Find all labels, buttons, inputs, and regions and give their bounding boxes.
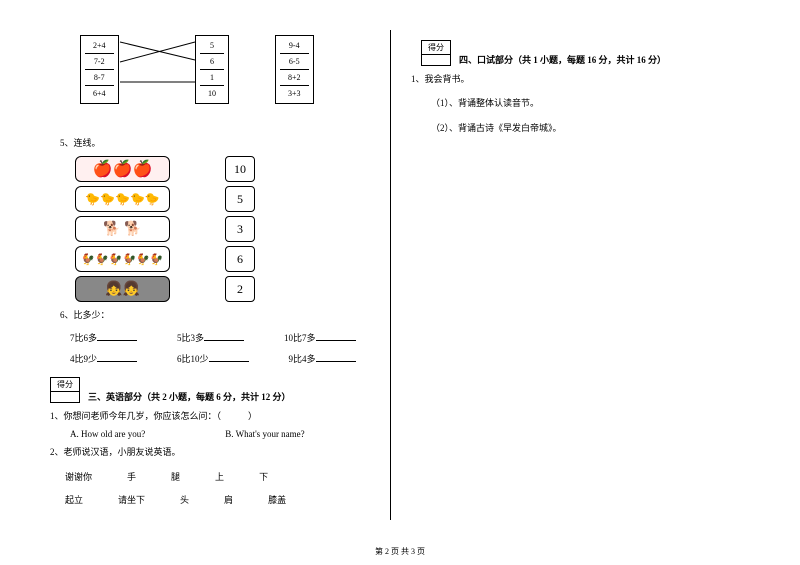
expr-cell: 8+2 (280, 70, 309, 86)
match-col-left: 2+4 7-2 8-7 6+4 (80, 35, 119, 104)
count-number: 6 (225, 246, 255, 272)
img-match-row: 🐕 🐕 3 (75, 216, 380, 242)
expr-cell: 8-7 (85, 70, 114, 86)
word: 腿 (171, 470, 180, 483)
word: 头 (180, 493, 189, 506)
word: 谢谢你 (65, 470, 92, 483)
word: 请坐下 (118, 493, 145, 506)
expr-cell: 7-2 (85, 54, 114, 70)
compare-item: 6比10少 (177, 352, 249, 365)
q6-label: 6、比多少： (60, 308, 380, 322)
count-number: 3 (225, 216, 255, 242)
section3-heading: 三、英语部分（共 2 小题，每题 6 分，共计 12 分） (88, 390, 291, 403)
score-value[interactable] (422, 55, 450, 65)
score-value[interactable] (51, 392, 79, 402)
word: 下 (259, 470, 268, 483)
compare-item: 7比6多 (70, 331, 137, 344)
num-cell: 10 (200, 86, 224, 101)
left-column: 2+4 7-2 8-7 6+4 5 6 1 10 9-4 6-5 8+2 3+3 (40, 30, 390, 520)
expr-cell: 9-4 (280, 38, 309, 54)
match-col-right: 9-4 6-5 8+2 3+3 (275, 35, 314, 104)
img-match-row: 🐓🐓🐓🐓🐓🐓 6 (75, 246, 380, 272)
word: 膝盖 (268, 493, 286, 506)
compare-item: 9比4多 (289, 352, 356, 365)
right-column: 得分 四、口试部分（共 1 小题，每题 16 分，共计 16 分） 1、我会背书… (391, 30, 741, 520)
compare-row: 4比9少 6比10少 9比4多 (70, 352, 380, 365)
img-match-row: 🍎🍎🍎 10 (75, 156, 380, 182)
word-row: 谢谢你 手 腿 上 下 (65, 470, 380, 483)
expr-cell: 6-5 (280, 54, 309, 70)
s4-sub2: （2）、背诵古诗《早发白帝城》。 (431, 121, 741, 135)
word-row: 起立 请坐下 头 肩 膝盖 (65, 493, 380, 506)
expr-cell: 6+4 (85, 86, 114, 101)
page-footer: 第 2 页 共 3 页 (0, 546, 800, 557)
page-container: 2+4 7-2 8-7 6+4 5 6 1 10 9-4 6-5 8+2 3+3 (40, 30, 760, 520)
s4-q1: 1、我会背书。 (411, 72, 741, 86)
english-options: A. How old are you? B. What's your name? (70, 429, 380, 439)
count-image: 👧👧 (75, 276, 170, 302)
count-number: 2 (225, 276, 255, 302)
count-image: 🍎🍎🍎 (75, 156, 170, 182)
matching-expressions: 2+4 7-2 8-7 6+4 5 6 1 10 9-4 6-5 8+2 3+3 (70, 30, 370, 130)
word: 手 (127, 470, 136, 483)
q5-label: 5、连线。 (60, 136, 380, 150)
count-number: 5 (225, 186, 255, 212)
count-image: 🐕 🐕 (75, 216, 170, 242)
num-cell: 5 (200, 38, 224, 54)
compare-item: 10比7多 (284, 331, 356, 344)
expr-cell: 2+4 (85, 38, 114, 54)
expr-cell: 3+3 (280, 86, 309, 101)
compare-item: 4比9少 (70, 352, 137, 365)
s3-q2: 2、老师说汉语，小朋友说英语。 (50, 445, 380, 459)
s4-sub1: （1）、背诵整体认读音节。 (431, 96, 741, 110)
word: 起立 (65, 493, 83, 506)
score-box: 得分 (421, 40, 451, 66)
match-col-mid: 5 6 1 10 (195, 35, 229, 104)
score-label: 得分 (422, 41, 450, 55)
count-image: 🐓🐓🐓🐓🐓🐓 (75, 246, 170, 272)
section4-title: 得分 四、口试部分（共 1 小题，每题 16 分，共计 16 分） (421, 40, 741, 66)
count-image: 🐤🐤🐤🐤🐤 (75, 186, 170, 212)
compare-row: 7比6多 5比3多 10比7多 (70, 331, 380, 344)
word: 上 (215, 470, 224, 483)
num-cell: 6 (200, 54, 224, 70)
word: 肩 (224, 493, 233, 506)
img-match-row: 👧👧 2 (75, 276, 380, 302)
s3-q1: 1、你想问老师今年几岁，你应该怎么问：（ ） (50, 409, 380, 423)
img-match-row: 🐤🐤🐤🐤🐤 5 (75, 186, 380, 212)
image-matching: 🍎🍎🍎 10 🐤🐤🐤🐤🐤 5 🐕 🐕 3 🐓🐓🐓🐓🐓🐓 6 👧👧 2 (75, 156, 380, 302)
score-label: 得分 (51, 378, 79, 392)
compare-item: 5比3多 (177, 331, 244, 344)
num-cell: 1 (200, 70, 224, 86)
section3-title: 得分 三、英语部分（共 2 小题，每题 6 分，共计 12 分） (50, 377, 380, 403)
option-b[interactable]: B. What's your name? (225, 429, 304, 439)
section4-heading: 四、口试部分（共 1 小题，每题 16 分，共计 16 分） (459, 53, 666, 66)
count-number: 10 (225, 156, 255, 182)
option-a[interactable]: A. How old are you? (70, 429, 145, 439)
score-box: 得分 (50, 377, 80, 403)
